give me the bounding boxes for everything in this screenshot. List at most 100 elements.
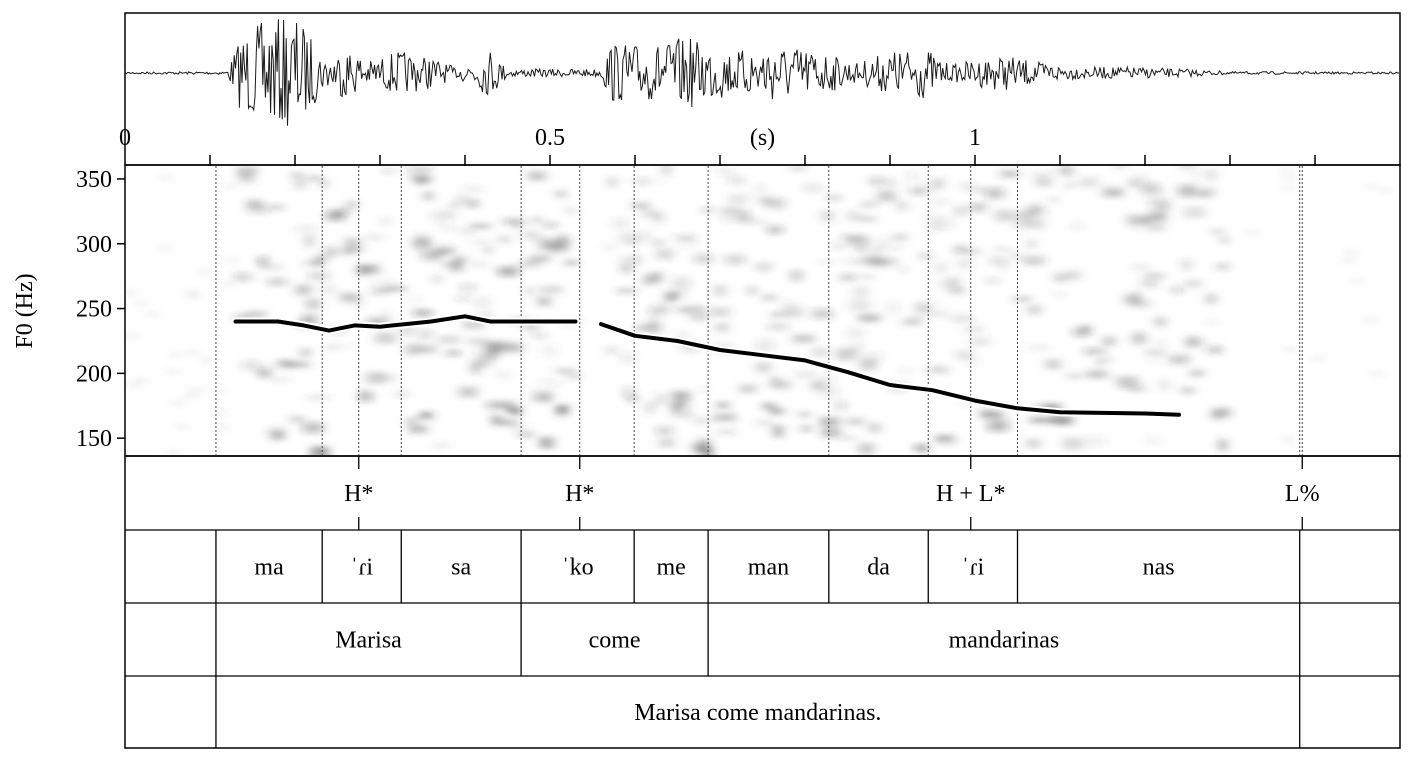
- spectrogram-cell: [641, 210, 660, 218]
- spectrogram-cell: [310, 446, 329, 455]
- spectrogram-cell: [1027, 305, 1042, 315]
- spectrogram-cell: [768, 408, 784, 415]
- spectrogram-cell: [1063, 437, 1083, 450]
- spectrogram-cell: [933, 178, 944, 189]
- spectrogram-cell: [656, 393, 667, 405]
- spectrogram-cell: [702, 207, 714, 212]
- spectrogram-cell: [959, 181, 976, 192]
- spectrogram-cell: [904, 318, 922, 326]
- spectrogram-cell: [411, 175, 432, 183]
- spectrogram-cell: [507, 424, 528, 430]
- spectrogram-cell: [819, 416, 839, 427]
- spectrogram-cell: [258, 368, 270, 378]
- spectrogram-cell: [502, 218, 519, 225]
- f0-axis-label: F0 (Hz): [12, 273, 38, 348]
- spectrogram-cell: [1033, 173, 1052, 178]
- spectrogram-cell: [956, 258, 972, 267]
- spectrogram-cell: [802, 183, 824, 193]
- spectrogram-cell: [607, 176, 617, 188]
- spectrogram-cell: [386, 286, 407, 292]
- spectrogram-cell: [873, 177, 891, 186]
- spectrogram-cell: [605, 347, 618, 354]
- spectrogram-cell: [421, 250, 443, 261]
- spectrogram-cell: [521, 231, 542, 240]
- spectrogram-cell: [856, 245, 866, 253]
- spectrogram-cell: [1160, 379, 1169, 391]
- spectrogram-cell: [287, 361, 309, 368]
- spectrogram-cell: [541, 285, 563, 294]
- spectrogram-cell: [907, 170, 917, 180]
- spectrogram-cell: [898, 267, 908, 272]
- spectrogram-cell: [858, 443, 875, 455]
- spectrogram-boundary-lines: [215, 166, 1303, 455]
- spectrogram-cell: [836, 400, 846, 411]
- f0-tick-label: 150: [76, 426, 112, 452]
- spectrogram-cell: [214, 409, 225, 415]
- spectrogram-cell: [767, 225, 783, 235]
- spectrogram-cell: [634, 177, 649, 186]
- spectrogram-cell: [241, 179, 257, 185]
- time-unit-label: (s): [750, 125, 775, 151]
- spectrogram-cell: [496, 371, 512, 378]
- spectrogram-cell: [1343, 257, 1354, 263]
- spectrogram-cell: [308, 271, 329, 281]
- sentence-label: Marisa come mandarinas.: [634, 700, 881, 726]
- spectrogram-cell: [858, 274, 875, 280]
- spectrogram-cell: [926, 366, 949, 374]
- spectrogram-cell: [860, 201, 878, 208]
- spectrogram-cell: [653, 213, 664, 224]
- spectrogram-cell: [846, 417, 865, 426]
- spectrogram-cell: [799, 412, 810, 417]
- spectrogram-cell: [635, 231, 652, 241]
- spectrogram-cell: [454, 194, 471, 205]
- spectrogram-cell: [1145, 349, 1166, 356]
- spectrogram-cell: [486, 401, 508, 409]
- spectrogram-cell: [915, 303, 932, 313]
- spectrogram-cell: [170, 352, 181, 358]
- spectrogram-cell: [1247, 230, 1258, 236]
- spectrogram-cell: [839, 436, 856, 441]
- spectrogram-cell: [413, 309, 433, 317]
- spectrogram-cell: [656, 248, 674, 260]
- spectrogram-cell: [307, 175, 323, 182]
- spectrogram-cell: [1346, 249, 1357, 255]
- spectrogram-cell: [1185, 280, 1202, 288]
- spectrogram-cell: [876, 242, 888, 251]
- spectrogram-cell: [529, 254, 551, 263]
- spectrogram-cell: [653, 302, 672, 309]
- spectrogram-cell: [895, 201, 909, 212]
- spectrogram-cell: [847, 236, 870, 246]
- f0-tick-label: 250: [76, 297, 112, 323]
- spectrogram-cell: [887, 301, 899, 314]
- spectrogram-cell: [272, 431, 284, 441]
- spectrogram-cell: [955, 351, 973, 359]
- spectrogram-cell: [868, 260, 890, 267]
- spectrogram-cell: [691, 314, 708, 321]
- spectrogram-cell: [296, 225, 317, 232]
- spectrogram-cell: [461, 283, 475, 292]
- spectrogram-cell: [1052, 415, 1073, 425]
- spectrogram-cell: [1144, 273, 1165, 279]
- word-label: Marisa: [335, 628, 402, 654]
- spectrogram-cell: [986, 187, 1004, 199]
- spectrogram-cell: [340, 249, 358, 255]
- spectrogram-cell: [677, 307, 686, 313]
- spectrogram-cell: [474, 348, 490, 355]
- spectrogram-cell: [917, 449, 928, 455]
- spectrogram-cell: [812, 347, 829, 357]
- spectrogram-cell: [167, 369, 178, 375]
- spectrogram-cell: [684, 305, 706, 315]
- spectrogram-cell: [926, 184, 935, 196]
- spectrogram-cell: [1028, 203, 1041, 215]
- spectrogram-cell: [326, 210, 345, 221]
- spectrogram-cell: [216, 425, 227, 431]
- spectrogram-cell: [1013, 296, 1031, 302]
- spectrogram-cell: [1142, 280, 1158, 287]
- spectrogram-cell: [812, 308, 832, 319]
- spectrogram-cell: [324, 344, 340, 350]
- spectrogram-cell: [659, 438, 675, 448]
- spectrogram-cell: [929, 310, 948, 318]
- spectrogram-cell: [472, 240, 491, 245]
- spectrogram-cell: [1000, 264, 1009, 272]
- spectrogram-cell: [405, 166, 416, 176]
